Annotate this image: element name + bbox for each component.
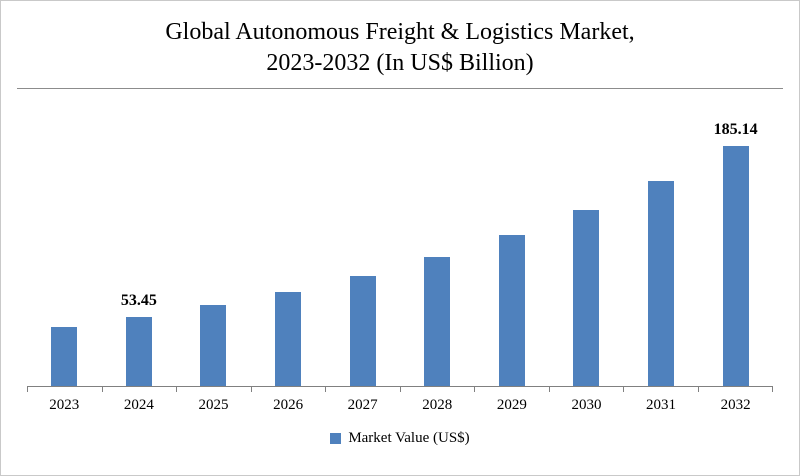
bar-slot-2032: 185.14 — [698, 89, 773, 387]
plot-area: 53.45 185.14 — [27, 89, 773, 388]
bar-slot-2029 — [475, 89, 550, 387]
data-label-2024: 53.45 — [120, 292, 157, 310]
bar-2028 — [424, 257, 451, 387]
x-axis-tick — [624, 387, 699, 393]
bar-slot-2028 — [400, 89, 475, 387]
legend: Market Value (US$) — [1, 430, 799, 447]
bar-2023 — [51, 327, 78, 387]
data-label-2032: 185.14 — [713, 121, 758, 139]
x-axis-tick — [699, 387, 773, 393]
x-axis-tick — [28, 387, 103, 393]
x-axis-labels: 2023 2024 2025 2026 2027 2028 2029 2030 2031 2032 — [27, 392, 773, 414]
x-axis-tick — [401, 387, 475, 393]
x-axis-label-2028: 2028 — [422, 397, 453, 414]
chart-title: Global Autonomous Freight & Logistics Ma… — [1, 17, 799, 79]
x-axis-label-2027: 2027 — [347, 397, 378, 414]
bar-2025 — [200, 305, 227, 387]
x-axis-tick — [177, 387, 252, 393]
x-axis-label-2023: 2023 — [49, 397, 80, 414]
bar-slot-2031 — [624, 89, 699, 387]
x-axis-label-2031: 2031 — [646, 397, 677, 414]
bar-slot-2023 — [27, 89, 102, 387]
x-axis-label-2029: 2029 — [496, 397, 527, 414]
x-axis-tick — [475, 387, 550, 393]
x-axis-label-2024: 2024 — [123, 397, 154, 414]
bar-2032 — [722, 146, 749, 387]
bar-slot-2025 — [176, 89, 251, 387]
x-axis-label-2025: 2025 — [198, 397, 229, 414]
chart-title-line1: Global Autonomous Freight & Logistics Ma… — [165, 19, 635, 45]
bar-2029 — [498, 235, 525, 387]
bar-slot-2030 — [549, 89, 624, 387]
x-axis-tick — [550, 387, 624, 393]
bar-2024 — [125, 317, 152, 387]
bar-2026 — [275, 292, 302, 387]
x-axis-tick — [252, 387, 326, 393]
x-axis-ticks — [27, 387, 773, 393]
x-axis-label-2030: 2030 — [571, 397, 602, 414]
bar-slot-2026 — [251, 89, 326, 387]
bar-2027 — [349, 276, 376, 387]
x-axis-tick — [326, 387, 401, 393]
x-axis-label-2032: 2032 — [720, 397, 751, 414]
bar-slot-2027 — [325, 89, 400, 387]
bar-slot-2024: 53.45 — [102, 89, 177, 387]
bar-2030 — [573, 210, 600, 387]
chart-title-line2: 2023-2032 (In US$ Billion) — [266, 50, 534, 77]
x-axis-tick — [103, 387, 177, 393]
title-divider — [17, 88, 783, 90]
legend-label: Market Value (US$) — [348, 430, 470, 447]
x-axis-label-2026: 2026 — [273, 397, 304, 414]
bar-2031 — [648, 181, 675, 387]
legend-marker — [330, 433, 342, 445]
